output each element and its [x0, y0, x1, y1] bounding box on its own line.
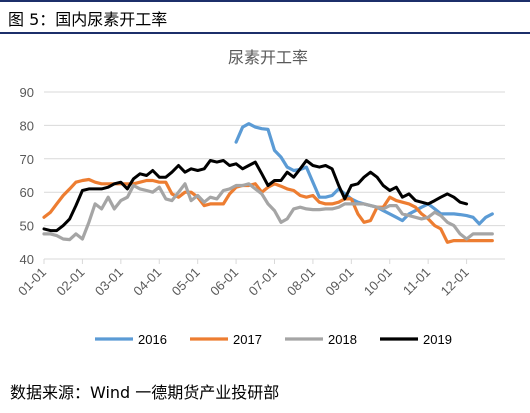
legend-item-2018: 2018 — [285, 332, 357, 347]
series-line-2019 — [42, 159, 469, 233]
x-tick-label: 09-01 — [322, 265, 356, 299]
legend-label: 2019 — [423, 332, 452, 347]
legend-item-2019: 2019 — [380, 332, 452, 347]
x-tick-label: 06-01 — [207, 265, 241, 299]
x-tick-label: 10-01 — [361, 265, 395, 299]
x-tick-label: 11-01 — [400, 265, 433, 298]
y-tick-label: 60 — [20, 185, 34, 200]
x-tick-label: 07-01 — [246, 265, 280, 299]
data-source-note: 数据来源：Wind 一德期货产业投研部 — [10, 383, 280, 402]
x-axis-ticks: 01-01 02-01 03-01 04-01 05-01 06-01 07-01 08-01… — [15, 265, 472, 299]
legend-label: 2018 — [328, 332, 357, 347]
x-tick-label: 12-01 — [438, 265, 472, 299]
x-tick-label: 04-01 — [130, 265, 164, 299]
y-tick-label: 80 — [20, 118, 34, 133]
y-tick-label: 70 — [20, 152, 34, 167]
y-axis-ticks: 40 50 60 70 80 90 — [20, 85, 34, 267]
series-lines — [42, 122, 494, 244]
x-tick-label: 01-01 — [15, 265, 49, 299]
figure-caption-bar: 图 5：国内尿素开工率 — [0, 0, 530, 34]
legend-item-2016: 2016 — [95, 332, 167, 347]
x-axis-tick-marks — [43, 259, 468, 264]
chart-title: 尿素开工率 — [228, 48, 308, 67]
x-tick-label: 02-01 — [53, 265, 87, 299]
y-tick-label: 50 — [20, 219, 34, 234]
grid-lines — [44, 91, 505, 227]
legend-label: 2016 — [138, 332, 167, 347]
x-tick-label: 08-01 — [284, 265, 318, 299]
legend-label: 2017 — [233, 332, 262, 347]
y-tick-label: 90 — [20, 85, 34, 100]
legend: 2016 2017 2018 2019 — [95, 332, 452, 347]
series-line-2018 — [42, 182, 494, 242]
x-tick-label: 03-01 — [92, 265, 126, 299]
x-tick-label: 05-01 — [169, 265, 203, 299]
y-tick-label: 40 — [20, 252, 34, 267]
legend-item-2017: 2017 — [190, 332, 262, 347]
figure-caption: 图 5：国内尿素开工率 — [8, 10, 168, 29]
series-line-2017 — [42, 177, 494, 244]
